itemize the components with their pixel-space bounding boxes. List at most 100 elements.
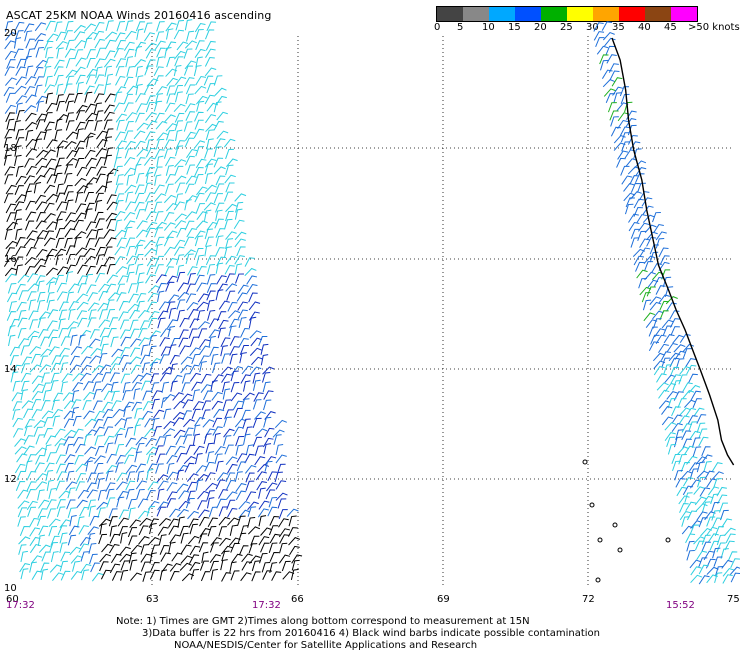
wind-barb — [14, 21, 25, 32]
wind-barb — [687, 415, 698, 425]
wind-barb — [150, 544, 160, 555]
wind-barb — [275, 444, 284, 456]
wind-barb — [108, 508, 118, 519]
wind-barb — [23, 425, 33, 437]
wind-barb — [85, 157, 97, 167]
wind-barb — [56, 100, 65, 112]
wind-barb — [125, 237, 136, 248]
wind-barb — [114, 183, 124, 194]
wind-barb — [666, 436, 675, 447]
lat-label-10: 10 — [4, 583, 17, 594]
island-outline — [597, 537, 603, 543]
wind-barb — [156, 474, 169, 483]
wind-barb — [63, 418, 75, 429]
wind-barb — [147, 317, 158, 328]
wind-barb — [174, 56, 184, 67]
wind-barb — [165, 129, 175, 141]
wind-barb — [242, 392, 255, 401]
wind-barb — [157, 480, 169, 490]
wind-barb — [65, 443, 74, 455]
wind-barb — [106, 299, 115, 311]
wind-barb — [16, 109, 25, 121]
wind-barb — [54, 129, 63, 141]
wind-barb — [671, 453, 681, 465]
wind-barb — [593, 31, 605, 41]
wind-barb — [701, 541, 711, 552]
wind-barb — [673, 391, 684, 401]
wind-barb — [44, 444, 52, 456]
wind-barb — [87, 526, 99, 536]
wind-barb — [24, 30, 33, 42]
wind-barb — [260, 527, 272, 536]
wind-barb — [154, 75, 164, 86]
wind-barb — [249, 366, 262, 376]
wind-barb — [658, 343, 669, 354]
wind-barb — [63, 30, 73, 41]
wind-barb — [105, 283, 117, 294]
wind-barb — [65, 131, 78, 140]
wind-barb — [628, 213, 639, 223]
wind-barb — [278, 509, 288, 520]
wind-barb — [94, 58, 105, 68]
wind-barb — [34, 76, 44, 87]
wind-barb — [234, 255, 245, 265]
wind-barb — [98, 518, 112, 527]
wind-barb — [104, 181, 112, 193]
wind-barb — [652, 310, 664, 320]
wind-barb — [94, 410, 105, 421]
wind-barb — [42, 389, 51, 401]
wind-barb — [77, 264, 88, 274]
wind-barb — [90, 348, 102, 357]
wind-barb — [4, 128, 15, 139]
wind-barb — [95, 218, 105, 229]
wind-barb — [39, 364, 52, 373]
wind-barb — [25, 94, 37, 104]
wind-barb — [66, 291, 74, 303]
wind-barb — [263, 443, 272, 455]
wind-barb — [681, 516, 690, 527]
wind-barb — [179, 345, 190, 355]
wind-barb — [95, 173, 106, 184]
wind-barb — [649, 301, 662, 311]
wind-barb — [86, 482, 97, 492]
wind-barb — [613, 142, 626, 151]
wind-barb — [218, 489, 229, 499]
wind-barb — [174, 213, 187, 222]
wind-barb — [54, 172, 63, 184]
wind-barb — [166, 257, 178, 268]
wind-barb — [70, 555, 83, 564]
wind-barb — [263, 399, 272, 411]
wind-barb — [105, 482, 116, 492]
wind-barb — [153, 66, 164, 76]
wind-barb — [114, 32, 126, 42]
wind-barb — [246, 284, 258, 294]
wind-barb — [46, 320, 58, 330]
wind-barb — [248, 316, 257, 329]
wind-barb — [94, 462, 104, 473]
wind-barb — [682, 389, 695, 399]
wind-barb — [685, 358, 696, 368]
wind-barb — [667, 443, 677, 455]
wind-barb — [58, 301, 69, 312]
wind-barb — [658, 247, 669, 258]
wind-barb — [685, 501, 697, 512]
wind-barb — [195, 146, 205, 157]
wind-barb — [261, 372, 271, 383]
wind-barb — [36, 201, 48, 211]
wind-barb — [99, 364, 112, 374]
wind-barb — [123, 41, 135, 51]
wind-barb — [95, 110, 104, 122]
wind-barb — [215, 175, 226, 186]
wind-barb — [643, 255, 656, 264]
legend-label-20: 20 — [534, 22, 547, 33]
wind-barb — [5, 184, 17, 195]
wind-barb — [41, 382, 51, 393]
wind-barb — [50, 379, 59, 391]
wind-barb — [146, 489, 156, 500]
wind-barb — [146, 257, 158, 267]
island-outline — [665, 537, 671, 543]
wind-barb — [656, 382, 669, 391]
wind-barb — [238, 337, 249, 348]
wind-barb — [126, 174, 134, 186]
wind-barb — [41, 372, 50, 383]
